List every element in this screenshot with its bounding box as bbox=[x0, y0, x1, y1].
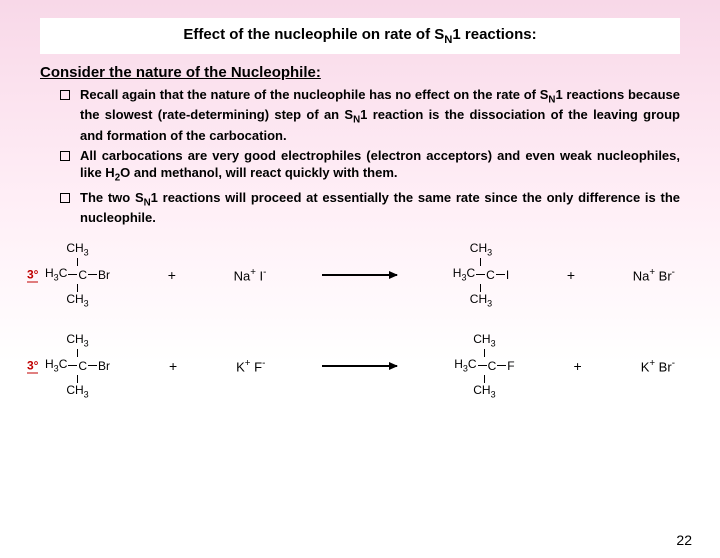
right-group: F bbox=[507, 360, 514, 372]
reactions-area: 3° CH3 H3CCBr CH3 + Na+ I- CH3 H3CCI CH3… bbox=[45, 242, 675, 399]
bond-icon bbox=[77, 258, 78, 266]
molecule-structure: CH3 H3CCBr CH3 bbox=[45, 333, 110, 399]
plus-icon: + bbox=[567, 267, 575, 283]
top-group: CH3 bbox=[470, 242, 492, 257]
left-group: H3C bbox=[45, 358, 67, 373]
bond-icon bbox=[484, 349, 485, 357]
reactant-molecule: 3° CH3 H3CCBr CH3 bbox=[45, 333, 110, 399]
reaction-arrow-icon bbox=[322, 365, 397, 367]
reaction-1: 3° CH3 H3CCBr CH3 + Na+ I- CH3 H3CCI CH3… bbox=[45, 242, 675, 308]
reaction-arrow-icon bbox=[322, 274, 397, 276]
bottom-group: CH3 bbox=[66, 293, 88, 308]
bond-icon bbox=[480, 258, 481, 266]
product-molecule: CH3 H3CCI CH3 bbox=[453, 242, 509, 308]
byproduct-ion: Na+ Br- bbox=[633, 267, 675, 283]
bullet-item: All carbocations are very good electroph… bbox=[60, 148, 680, 185]
title-box: Effect of the nucleophile on rate of SN1… bbox=[40, 18, 680, 54]
nucleophile-ion: K+ F- bbox=[236, 358, 265, 374]
molecule-structure: CH3 H3CCI CH3 bbox=[453, 242, 509, 308]
right-group: Br bbox=[98, 360, 110, 372]
reactant-molecule: 3° CH3 H3CCBr CH3 bbox=[45, 242, 110, 308]
title-pre: Effect of the nucleophile on rate of S bbox=[183, 26, 444, 43]
bottom-group: CH3 bbox=[470, 293, 492, 308]
bond-icon bbox=[497, 365, 506, 366]
bond-icon bbox=[68, 274, 77, 275]
plus-icon: + bbox=[168, 267, 176, 283]
bond-icon bbox=[88, 274, 97, 275]
right-group: I bbox=[506, 269, 509, 281]
nucleophile-ion: Na+ I- bbox=[234, 267, 267, 283]
right-group: Br bbox=[98, 269, 110, 281]
left-group: H3C bbox=[45, 267, 67, 282]
reaction-2: 3° CH3 H3CCBr CH3 + K+ F- CH3 H3CCF CH3 … bbox=[45, 333, 675, 399]
bond-icon bbox=[88, 365, 97, 366]
bullet-item: The two SN1 reactions will proceed at es… bbox=[60, 190, 680, 227]
top-group: CH3 bbox=[66, 333, 88, 348]
bullet-text: Recall again that the nature of the nucl… bbox=[80, 87, 680, 144]
top-group: CH3 bbox=[66, 242, 88, 257]
bond-icon bbox=[77, 284, 78, 292]
bond-icon bbox=[480, 284, 481, 292]
bullet-item: Recall again that the nature of the nucl… bbox=[60, 87, 680, 144]
tertiary-label: 3° bbox=[27, 358, 38, 373]
bond-icon bbox=[484, 375, 485, 383]
bullet-list: Recall again that the nature of the nucl… bbox=[60, 87, 680, 227]
molecule-structure: CH3 H3CCBr CH3 bbox=[45, 242, 110, 308]
bottom-group: CH3 bbox=[66, 384, 88, 399]
bond-icon bbox=[68, 365, 77, 366]
title-post: 1 reactions: bbox=[452, 26, 536, 43]
title-text: Effect of the nucleophile on rate of SN1… bbox=[183, 26, 536, 43]
bond-icon bbox=[478, 365, 487, 366]
byproduct-ion: K+ Br- bbox=[641, 358, 675, 374]
bond-icon bbox=[476, 274, 485, 275]
page-number: 22 bbox=[676, 532, 692, 548]
bullet-square-icon bbox=[60, 193, 70, 203]
bottom-group: CH3 bbox=[473, 384, 495, 399]
product-molecule: CH3 H3CCF CH3 bbox=[454, 333, 514, 399]
bond-icon bbox=[77, 349, 78, 357]
tertiary-label: 3° bbox=[27, 267, 38, 282]
bullet-text: All carbocations are very good electroph… bbox=[80, 148, 680, 185]
molecule-structure: CH3 H3CCF CH3 bbox=[454, 333, 514, 399]
bullet-text: The two SN1 reactions will proceed at es… bbox=[80, 190, 680, 227]
top-group: CH3 bbox=[473, 333, 495, 348]
plus-icon: + bbox=[574, 358, 582, 374]
bullet-square-icon bbox=[60, 90, 70, 100]
left-group: H3C bbox=[454, 358, 476, 373]
bond-icon bbox=[77, 375, 78, 383]
bullet-square-icon bbox=[60, 151, 70, 161]
bond-icon bbox=[496, 274, 505, 275]
plus-icon: + bbox=[169, 358, 177, 374]
left-group: H3C bbox=[453, 267, 475, 282]
subtitle: Consider the nature of the Nucleophile: bbox=[40, 64, 680, 81]
